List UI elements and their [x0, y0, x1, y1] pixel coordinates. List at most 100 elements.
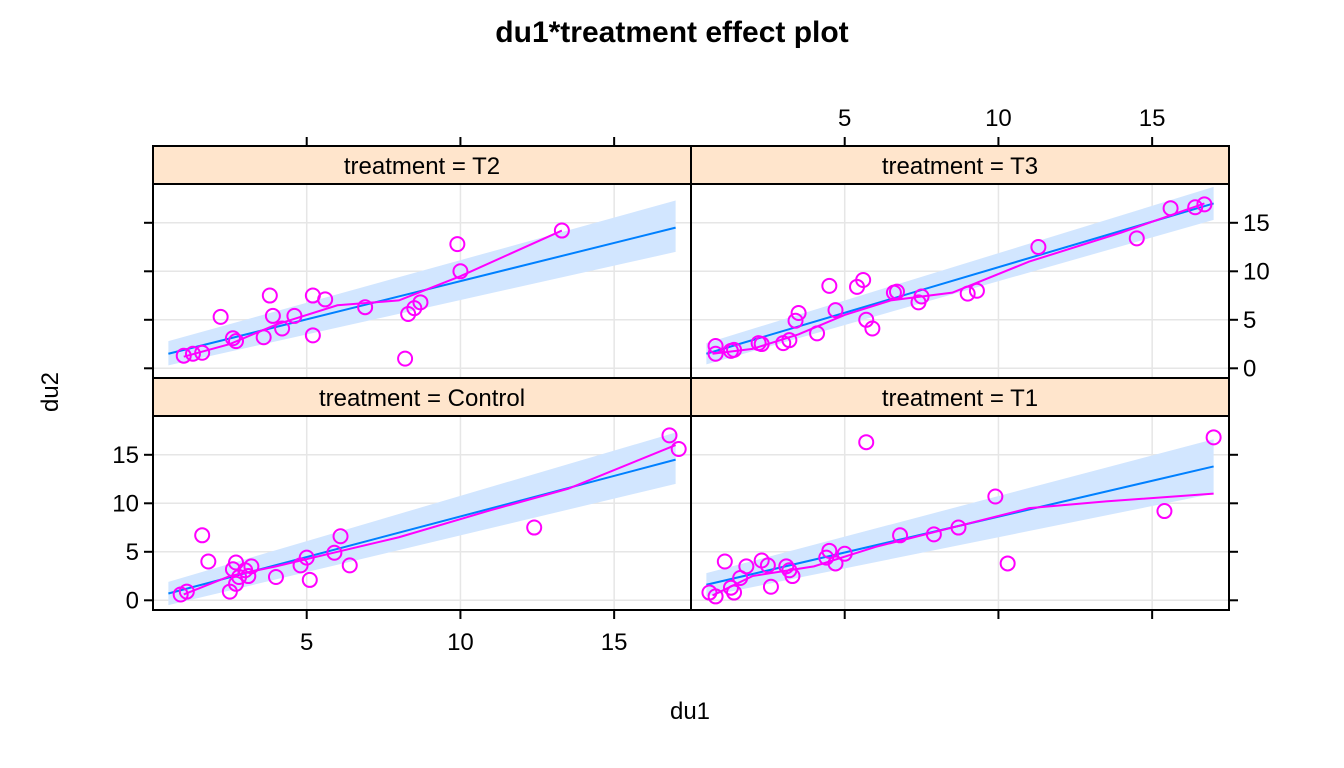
smooth-line	[712, 492, 1214, 597]
data-point	[707, 337, 724, 354]
data-point	[726, 584, 743, 601]
data-point	[836, 545, 853, 562]
data-point	[809, 325, 826, 342]
data-point	[243, 558, 260, 575]
strip-background	[691, 378, 1229, 416]
data-point	[526, 519, 543, 536]
data-point	[968, 282, 985, 299]
data-point	[858, 434, 875, 451]
data-point	[762, 578, 779, 595]
panel: treatment = T1	[690, 377, 1230, 611]
y-tick-label: 0	[1243, 355, 1256, 382]
data-point	[827, 555, 844, 572]
data-point	[707, 588, 724, 605]
data-point	[787, 312, 804, 329]
data-point	[1205, 429, 1222, 446]
data-point	[864, 320, 881, 337]
data-point	[707, 345, 724, 362]
data-point	[452, 263, 469, 280]
panels-layer: treatment = T2 treatment = T3 treatment = …	[152, 145, 1230, 611]
data-point	[332, 528, 349, 545]
strip-label: treatment = T1	[882, 385, 1038, 412]
data-point	[397, 350, 414, 367]
data-point	[286, 307, 303, 324]
y-tick-label: 10	[1243, 258, 1270, 285]
data-point	[341, 557, 358, 574]
data-point	[753, 336, 770, 353]
axes-layer: 0 5 10 15 5 10 15 0 5 10 15 5 10 15	[112, 105, 1269, 656]
data-point	[855, 272, 872, 289]
data-point	[738, 558, 755, 575]
y-tick-label: 15	[1243, 210, 1270, 237]
confidence-band	[168, 200, 676, 366]
data-point	[726, 341, 743, 358]
data-point	[228, 333, 245, 350]
data-point	[1128, 230, 1145, 247]
x-axis-label: du1	[670, 698, 710, 725]
strip-background	[153, 146, 691, 184]
data-point	[892, 527, 909, 544]
data-point	[264, 307, 281, 324]
strip-background	[153, 378, 691, 416]
x-tick-label: 5	[838, 105, 851, 132]
y-tick-label: 10	[112, 490, 139, 517]
data-point	[759, 557, 776, 574]
data-point	[301, 571, 318, 588]
data-point	[950, 519, 967, 536]
data-point	[255, 329, 272, 346]
y-tick-label: 5	[1243, 307, 1256, 334]
data-point	[267, 569, 284, 586]
x-tick-label: 5	[300, 629, 313, 656]
panel: treatment = T3	[690, 145, 1230, 379]
data-point	[261, 287, 278, 304]
data-point	[661, 427, 678, 444]
data-point	[178, 583, 195, 600]
data-point	[913, 288, 930, 305]
strip-label: treatment = T2	[344, 153, 500, 180]
data-point	[326, 544, 343, 561]
data-point	[298, 549, 315, 566]
y-tick-label: 15	[112, 442, 139, 469]
data-point	[228, 554, 245, 571]
data-point	[1196, 196, 1213, 213]
data-point	[184, 345, 201, 362]
panel-border	[690, 377, 1230, 611]
x-tick-label: 15	[1139, 105, 1166, 132]
chart-title: du1*treatment effect plot	[495, 16, 848, 49]
data-point	[959, 285, 976, 302]
data-point	[1187, 199, 1204, 216]
data-point	[1162, 200, 1179, 217]
data-point	[716, 553, 733, 570]
data-point	[925, 526, 942, 543]
data-point	[821, 277, 838, 294]
data-point	[790, 305, 807, 322]
fit-line	[706, 202, 1214, 355]
data-point	[781, 332, 798, 349]
data-point	[357, 299, 374, 316]
data-point	[888, 283, 905, 300]
data-point	[304, 327, 321, 344]
data-point	[274, 320, 291, 337]
y-tick-label: 0	[126, 587, 139, 614]
data-point	[999, 555, 1016, 572]
x-tick-label: 10	[447, 629, 474, 656]
panel: treatment = T2	[152, 145, 692, 379]
data-point	[212, 308, 229, 325]
strip-label: treatment = Control	[319, 385, 525, 412]
strip-background	[691, 146, 1229, 184]
data-point	[1030, 239, 1047, 256]
data-point	[200, 553, 217, 570]
data-point	[784, 568, 801, 585]
data-point	[987, 488, 1004, 505]
data-point	[240, 568, 257, 585]
data-point	[449, 236, 466, 253]
confidence-band	[168, 432, 676, 606]
data-point	[1156, 503, 1173, 520]
data-point	[194, 344, 211, 361]
y-axis-label: du2	[37, 372, 64, 412]
data-point	[670, 440, 687, 457]
y-tick-label: 5	[126, 539, 139, 566]
panel: treatment = Control	[152, 377, 692, 611]
data-point	[827, 302, 844, 319]
